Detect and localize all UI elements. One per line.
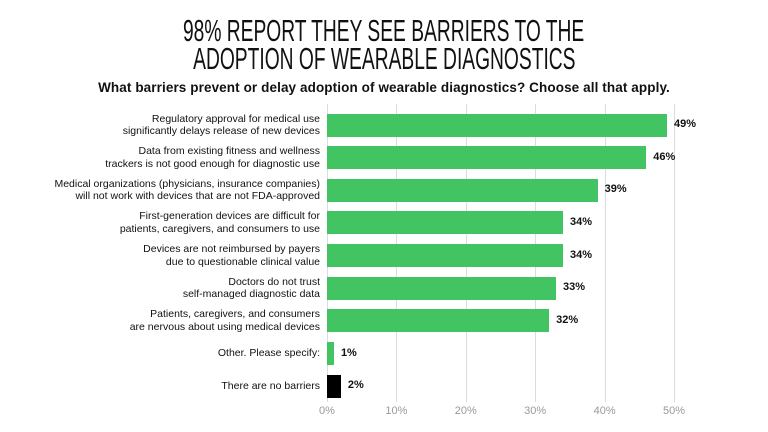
category-label: Data from existing fitness and wellness t… [20, 145, 320, 170]
title-text: 98% REPORT THEY SEE BARRIERS TO THE [183, 13, 585, 48]
chart-subtitle: What barriers prevent or delay adoption … [98, 80, 670, 95]
x-tick-label: 0% [319, 405, 335, 417]
chart-title-line-2: ADOPTION OF WEARABLE DIAGNOSTICS [0, 41, 768, 76]
category-label-line: Data from existing fitness and wellness [138, 145, 321, 158]
category-label-line: Other. Please specify: [217, 347, 320, 360]
category-label-line: patients, caregivers, and consumers to u… [119, 222, 320, 235]
category-label: Other. Please specify: [20, 347, 320, 360]
gridline [604, 104, 606, 402]
category-label-line: Devices are not reimbursed by payers [143, 243, 320, 256]
value-label: 49% [674, 118, 697, 130]
x-tick-label: 40% [593, 405, 616, 417]
bar [327, 178, 598, 202]
bar [327, 342, 334, 366]
category-label-line: self-managed diagnostic data [182, 288, 320, 301]
category-label: Devices are not reimbursed by payers due … [20, 243, 320, 268]
category-label-line: Regulatory approval for medical use [151, 112, 320, 125]
value-label: 46% [653, 150, 676, 163]
category-label: Medical organizations (physicians, insur… [20, 178, 320, 203]
category-label: Doctors do not trust self-managed diagnos… [20, 276, 320, 301]
category-label-line: due to questionable clinical value [165, 255, 320, 268]
bar [327, 146, 647, 170]
value-label: 39% [604, 183, 627, 196]
category-label-line: Doctors do not trust [228, 275, 320, 288]
title-text: ADOPTION OF WEARABLE DIAGNOSTICS [192, 41, 576, 76]
category-label-line: significantly delays release of new devi… [122, 125, 320, 137]
category-label-line: First-generation devices are difficult f… [139, 210, 320, 223]
chart-title-line-1: 98% REPORT THEY SEE BARRIERS TO THE [0, 13, 768, 48]
category-label: There are no barriers [20, 380, 320, 393]
category-label-line: There are no barriers [221, 379, 320, 392]
category-label-line: Medical organizations (physicians, insur… [54, 177, 320, 190]
category-label: Patients, caregivers, and consumers are n… [20, 308, 320, 333]
x-tick-label: 10% [385, 405, 408, 417]
category-label-line: Patients, caregivers, and consumers [150, 308, 320, 321]
bar [327, 113, 668, 137]
x-tick-label: 50% [662, 405, 686, 417]
category-label: Regulatory approval for medical use signi… [20, 113, 320, 138]
category-label-line: will not work with devices that are not … [75, 190, 320, 203]
value-label: 2% [347, 379, 364, 392]
bar [327, 309, 550, 333]
x-tick-label: 30% [524, 405, 547, 417]
x-tick-label: 20% [454, 405, 477, 417]
category-label-line: are nervous about using medical devices [129, 320, 320, 333]
bar [327, 211, 563, 235]
bar [327, 276, 557, 300]
value-label: 1% [340, 346, 357, 359]
value-label: 34% [569, 248, 592, 261]
category-label: First-generation devices are difficult f… [20, 210, 320, 235]
bar [327, 374, 341, 398]
value-label: 34% [569, 215, 592, 228]
category-label-line: trackers is not good enough for diagnost… [105, 157, 320, 170]
gridline [674, 104, 675, 402]
value-label: 32% [556, 313, 579, 326]
value-label: 33% [563, 281, 586, 294]
bar [327, 244, 563, 268]
